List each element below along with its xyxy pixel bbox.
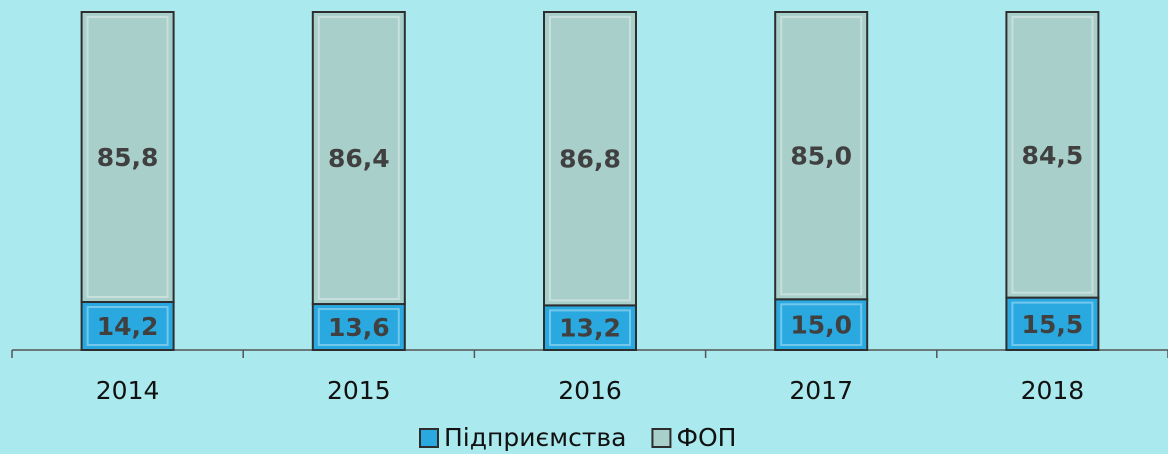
- x-tick-label: 2017: [789, 376, 853, 405]
- value-label: 13,2: [559, 314, 621, 343]
- value-label: 86,4: [328, 144, 390, 173]
- bar-segment: [774, 11, 869, 301]
- bar-bevel: [1011, 301, 1094, 346]
- bar-segment: [543, 304, 637, 352]
- x-tick-label: 2016: [558, 376, 622, 405]
- bar-segment: [1005, 296, 1100, 351]
- bar-segment: [543, 11, 637, 307]
- value-label: 84,5: [1022, 141, 1084, 170]
- bar-bevel: [549, 309, 631, 347]
- bar-segment: [311, 303, 406, 352]
- bar-segment: [1005, 11, 1100, 299]
- bar-bevel: [780, 16, 863, 296]
- value-label: 15,5: [1022, 310, 1084, 339]
- bar-bevel: [549, 16, 631, 302]
- value-label: 85,0: [790, 142, 852, 171]
- x-tick-label: 2015: [327, 376, 391, 405]
- value-label: 13,6: [328, 313, 390, 342]
- bar-segment: [774, 298, 869, 351]
- legend-label: ФОП: [676, 423, 736, 452]
- bar-bevel: [317, 308, 400, 347]
- legend-swatch: [651, 428, 672, 448]
- x-tick-label: 2018: [1021, 376, 1085, 405]
- value-label: 15,0: [790, 311, 852, 340]
- bar-bevel: [86, 306, 169, 346]
- bar-bevel: [780, 303, 863, 346]
- bar-bevel: [86, 16, 169, 299]
- bar-segment: [80, 11, 175, 304]
- bar-bevel: [317, 16, 400, 301]
- x-tick-label: 2014: [96, 376, 160, 405]
- bar-bevel: [1011, 16, 1094, 294]
- legend-label: Підприємства: [444, 423, 626, 452]
- legend-swatch: [419, 428, 439, 448]
- bar-segment: [311, 11, 406, 306]
- value-label: 14,2: [97, 312, 159, 341]
- value-label: 85,8: [97, 143, 159, 172]
- value-label: 86,8: [559, 145, 621, 174]
